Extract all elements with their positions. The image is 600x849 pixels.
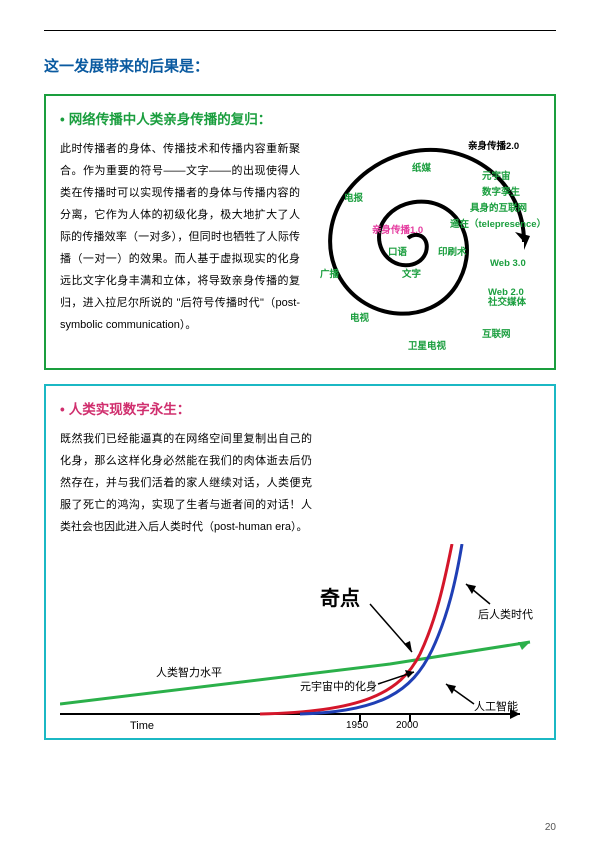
page-number: 20 xyxy=(545,822,556,833)
section-1-box: •网络传播中人类亲身传播的复归： 此时传播者的身体、传播技术和传播内容重新聚合。… xyxy=(44,94,556,370)
spiral-meta3: 具身的互联网 xyxy=(470,200,527,214)
spiral-radio: 广播 xyxy=(320,266,339,280)
spiral-tv: 电视 xyxy=(350,310,369,324)
chart-series-ai: 人工智能 xyxy=(474,698,518,714)
section-2-box: •人类实现数字永生： 既然我们已经能逼真的在网络空间里复制出自己的化身，那么这样… xyxy=(44,384,556,740)
section-1-title: •网络传播中人类亲身传播的复归： xyxy=(60,108,540,128)
spiral-print: 印刷术 xyxy=(438,244,467,258)
top-rule xyxy=(44,30,556,31)
section-1-paragraph: 此时传播者的身体、传播技术和传播内容重新聚合。作为重要的符号——文字——的出现使… xyxy=(60,138,300,336)
chart-series-avatar: 元宇宙中的化身 xyxy=(300,678,377,694)
spiral-writing: 文字 xyxy=(402,266,421,280)
chart-series-human: 人类智力水平 xyxy=(156,664,222,680)
chart-series-posthuman: 后人类时代 xyxy=(478,606,533,622)
spiral-meta1: 元宇宙 xyxy=(482,168,511,182)
spiral-meta4: 遥在（telepresence） xyxy=(450,216,546,230)
spiral-paper: 纸媒 xyxy=(412,160,431,174)
main-title: 这一发展带来的后果是： xyxy=(44,55,556,76)
spiral-oral: 口语 xyxy=(388,244,407,258)
spiral-center: 亲身传播1.0 xyxy=(372,222,423,236)
chart-singularity-label: 奇点 xyxy=(320,582,360,611)
spiral-web3: Web 3.0 xyxy=(490,258,526,269)
spiral-telegraph: 电报 xyxy=(344,190,363,204)
section-2-paragraph: 既然我们已经能逼真的在网络空间里复制出自己的化身，那么这样化身必然能在我们的肉体… xyxy=(60,428,312,538)
singularity-chart: 奇点 人类智力水平 元宇宙中的化身 人工智能 后人类时代 Time 1950 2… xyxy=(60,544,540,734)
spiral-diagram: 亲身传播2.0 纸媒 电报 亲身传播1.0 口语 印刷术 文字 广播 电视 卫星… xyxy=(310,138,530,354)
spiral-meta2: 数字孪生 xyxy=(482,184,520,198)
chart-tick-1950: 1950 xyxy=(346,720,368,731)
spiral-internet: 互联网 xyxy=(482,326,511,340)
spiral-sattv: 卫星电视 xyxy=(408,338,446,352)
section-1-title-text: 网络传播中人类亲身传播的复归： xyxy=(69,112,272,127)
spiral-web2: Web 2.0社交媒体 xyxy=(488,288,526,309)
spiral-top: 亲身传播2.0 xyxy=(468,138,519,152)
chart-tick-2000: 2000 xyxy=(396,720,418,731)
section-2-title: •人类实现数字永生： xyxy=(60,398,540,418)
section-2-title-text: 人类实现数字永生： xyxy=(69,402,191,417)
chart-xlabel: Time xyxy=(130,720,154,732)
